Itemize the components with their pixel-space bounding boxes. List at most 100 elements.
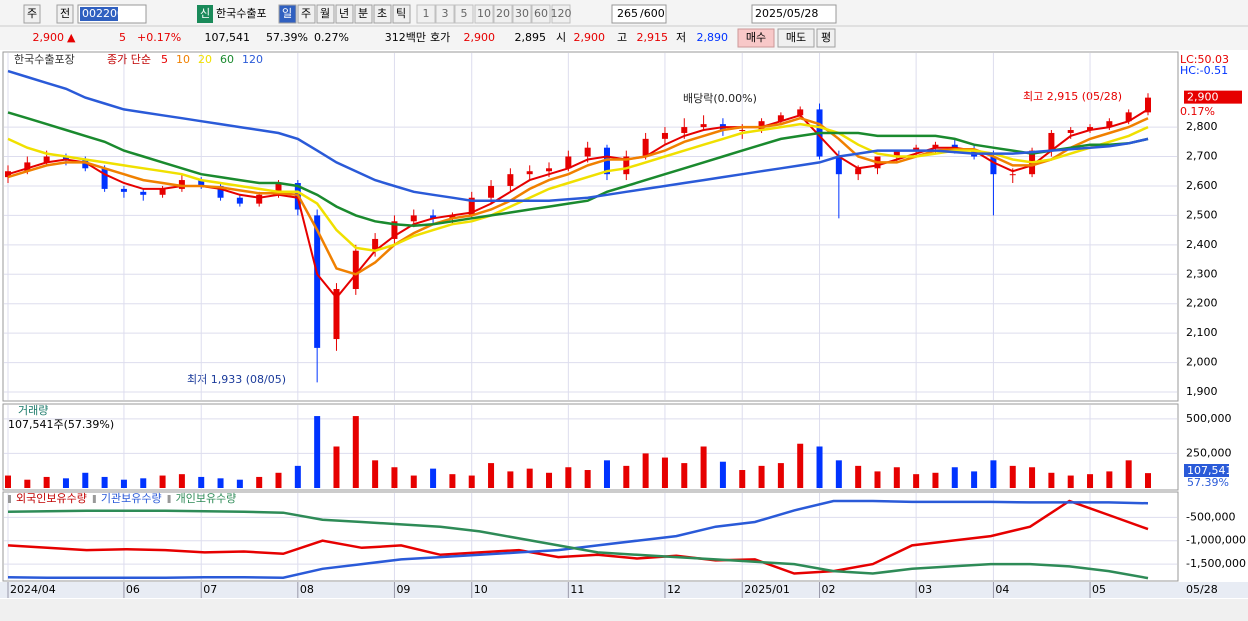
- volume-bar: [700, 446, 707, 488]
- y-tick-label: 500,000: [1186, 412, 1232, 425]
- volume-bar: [372, 460, 379, 488]
- avg-button[interactable]: [816, 28, 836, 48]
- count-total: /600: [640, 7, 665, 20]
- period-button[interactable]: [297, 4, 316, 24]
- tab[interactable]: [56, 4, 74, 24]
- candle-body: [642, 138, 649, 157]
- sell-button[interactable]: [777, 28, 815, 48]
- candle-body: [1067, 130, 1074, 133]
- volume-bar: [1106, 471, 1113, 488]
- buy-label: 매수: [746, 31, 766, 44]
- y-tick-label: 2,500: [1186, 208, 1218, 221]
- code-highlight: [80, 7, 118, 21]
- volume-bar: [236, 479, 243, 488]
- high-note: 최고 2,915 (05/28): [1023, 90, 1122, 103]
- period-button[interactable]: [354, 4, 373, 24]
- high: 2,915: [637, 31, 669, 44]
- candle-body: [623, 156, 630, 175]
- candle-body: [449, 215, 456, 219]
- volume-bar: [893, 467, 900, 488]
- volume-bar: [874, 471, 881, 488]
- volume-bar: [1125, 460, 1132, 488]
- volume-bar: [584, 470, 591, 488]
- date-box[interactable]: [751, 4, 837, 24]
- volume-bar: [1048, 472, 1055, 488]
- volume-bar: [1009, 465, 1016, 488]
- count-label: 1: [423, 7, 430, 20]
- count-button[interactable]: [493, 4, 513, 24]
- candle-body: [217, 185, 224, 198]
- volume-last: 107,541: [1187, 464, 1233, 477]
- legend-item: 20: [198, 53, 212, 66]
- count-button[interactable]: [435, 4, 455, 24]
- candle-body: [256, 194, 263, 204]
- count-button[interactable]: [531, 4, 551, 24]
- volume-bar: [1145, 473, 1151, 488]
- candle-body: [488, 185, 495, 198]
- volume-bar: [835, 460, 842, 488]
- candle-body: [1145, 97, 1151, 113]
- candle-body: [314, 215, 321, 348]
- volume-bar: [913, 474, 920, 488]
- volume-bar: [159, 475, 166, 488]
- open-label: 시: [556, 31, 566, 44]
- scroll-bar[interactable]: [0, 599, 1248, 621]
- volume-bar: [661, 457, 668, 488]
- volume-bar: [24, 479, 31, 488]
- period-button[interactable]: [373, 4, 392, 24]
- period-button[interactable]: [316, 4, 335, 24]
- ma-line: [7, 122, 1149, 252]
- volume-bar: [719, 461, 726, 488]
- volume-bar: [82, 472, 89, 488]
- count-box[interactable]: [611, 4, 667, 24]
- y-tick-label: 2,300: [1186, 267, 1218, 280]
- candle-body: [178, 180, 185, 189]
- count-button[interactable]: [512, 4, 532, 24]
- buy-button[interactable]: [737, 28, 775, 48]
- legend-item: 기관보유수량: [101, 492, 162, 505]
- candle-body: [24, 162, 31, 172]
- candle-body: [990, 156, 997, 175]
- volume-bar: [101, 476, 108, 488]
- legend-item: 120: [242, 53, 263, 66]
- candle-body: [797, 109, 804, 116]
- volume-bar: [758, 465, 765, 488]
- candle-body: [333, 289, 340, 340]
- sell-label: 매도: [786, 31, 806, 44]
- candle-body: [855, 168, 862, 175]
- y-tick-label: -1,500,000: [1186, 557, 1246, 570]
- period-label: 초: [377, 7, 387, 20]
- holdings-line: [7, 509, 1149, 580]
- count-button[interactable]: [551, 4, 571, 24]
- count-button[interactable]: [454, 4, 474, 24]
- period-label: 년: [339, 7, 349, 20]
- tab[interactable]: [23, 4, 41, 24]
- period-button[interactable]: [392, 4, 411, 24]
- y-tick-label: 2,400: [1186, 238, 1218, 251]
- period-button[interactable]: [335, 4, 354, 24]
- x-tick-label: 2025/01: [744, 583, 790, 596]
- period-button[interactable]: [278, 4, 297, 24]
- candle-body: [681, 127, 688, 133]
- count-label: 5: [461, 7, 468, 20]
- count-button[interactable]: [474, 4, 494, 24]
- candle-body: [1106, 121, 1113, 128]
- low-label: 저: [676, 31, 686, 44]
- volume-bar: [62, 478, 69, 488]
- tab-label: 전: [60, 7, 70, 20]
- period-label: 월: [320, 7, 330, 20]
- count-button[interactable]: [416, 4, 436, 24]
- avg-label: 평: [821, 31, 831, 44]
- x-tick-label: 12: [667, 583, 681, 596]
- x-tick-label: 2024/04: [10, 583, 56, 596]
- volume-bar: [430, 468, 437, 488]
- y-tick-label: 2,800: [1186, 120, 1218, 133]
- volume-bar: [275, 472, 282, 488]
- volume-bar: [623, 465, 630, 488]
- bid: 2,895: [515, 31, 547, 44]
- badge-label: 신: [200, 7, 210, 20]
- volume-bar: [1029, 467, 1036, 488]
- turnover: 0.27%: [314, 31, 349, 44]
- date: 2025/05/28: [755, 7, 818, 20]
- high-label: 고: [617, 31, 627, 44]
